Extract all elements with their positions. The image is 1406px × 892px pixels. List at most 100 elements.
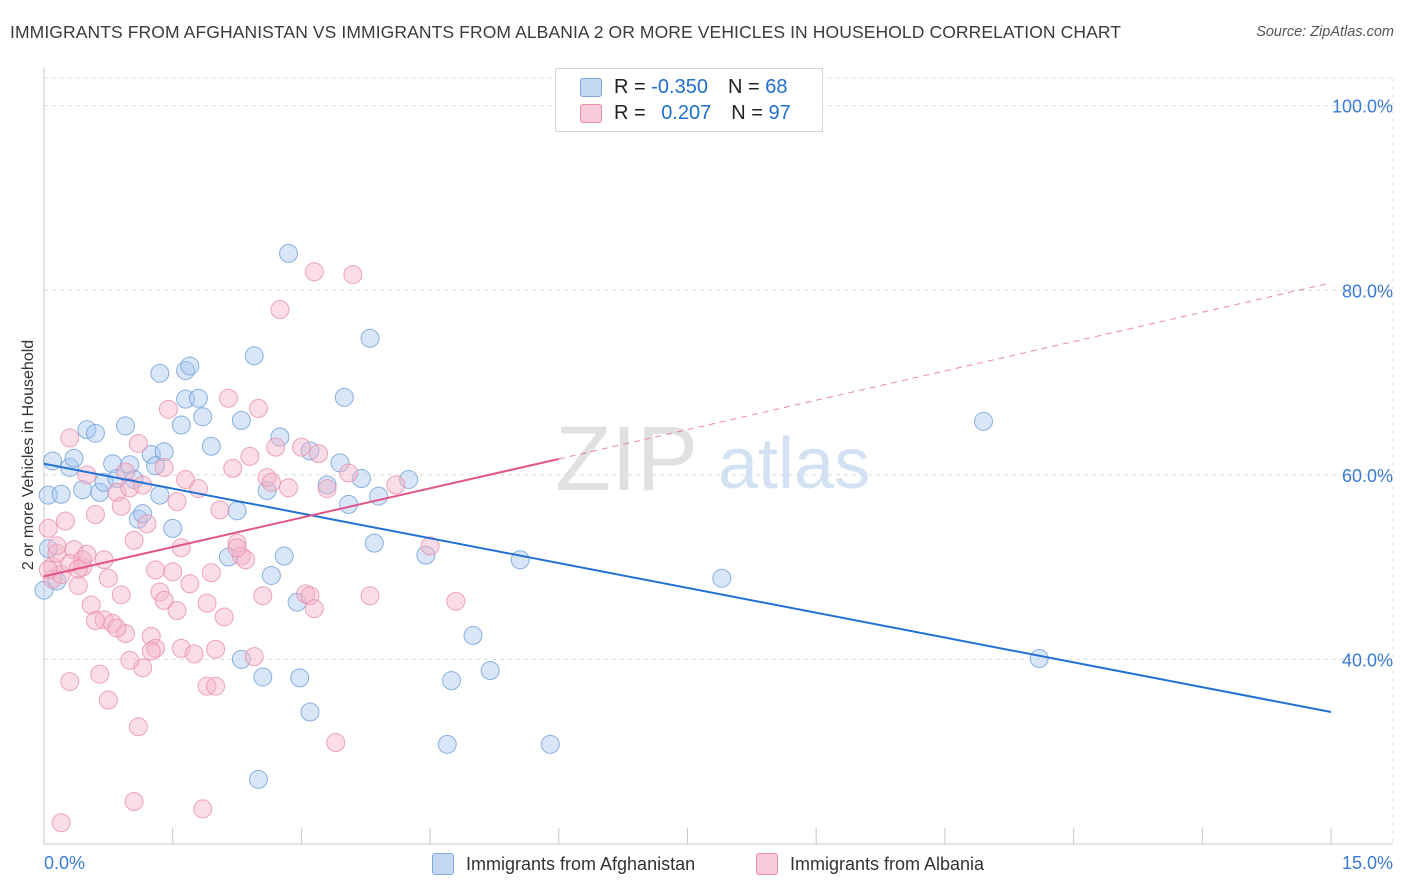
point-albania [386,475,406,495]
y-tick-label: 60.0% [1342,466,1393,486]
legend-swatch-afghanistan [580,77,602,97]
point-albania [176,469,196,489]
point-albania [47,536,67,556]
y-tick-label: 100.0% [1332,97,1393,117]
point-afghanistan [116,416,136,436]
point-albania [124,792,144,812]
y-tick-label: 40.0% [1342,650,1393,670]
series-swatch-albania [756,853,778,875]
point-albania [163,562,183,582]
series-swatch-afghanistan [432,853,454,875]
point-albania [128,717,148,737]
point-albania [171,638,191,658]
point-albania [201,563,221,583]
point-albania [300,586,320,606]
trend-line-afghanistan [43,462,1332,714]
point-albania [446,591,466,611]
point-afghanistan [270,427,290,447]
legend-row-albania: R = 0.207 N = 97 [580,100,791,126]
point-afghanistan [399,469,419,489]
x-tick-label: 15.0% [1342,853,1393,873]
point-afghanistan [274,546,294,566]
chart-title: IMMIGRANTS FROM AFGHANISTAN VS IMMIGRANT… [10,22,1122,42]
point-albania [154,590,174,610]
point-afghanistan [150,363,170,383]
point-albania [197,593,217,613]
point-afghanistan [974,411,994,431]
point-albania [77,465,97,485]
point-afghanistan [171,415,191,435]
point-afghanistan [339,494,359,514]
point-afghanistan [437,734,457,754]
point-afghanistan [227,501,247,521]
legend-r-label: R = [614,101,646,124]
legend-n-label: N = [731,101,763,124]
point-albania [111,585,131,605]
point-albania [141,641,161,661]
point-albania [326,732,346,752]
point-albania [339,463,359,483]
point-albania [81,595,101,615]
point-afghanistan [85,423,105,443]
point-albania [167,601,187,621]
point-albania [180,574,200,594]
point-albania [240,446,260,466]
point-albania [360,586,380,606]
point-albania [124,530,144,550]
point-afghanistan [51,484,71,504]
series-label-afghanistan: Immigrants from Afghanistan [466,853,696,874]
point-albania [128,433,148,453]
point-albania [214,607,234,627]
x-tick-label: 0.0% [44,853,85,873]
point-afghanistan [133,504,153,524]
point-albania [309,444,329,464]
series-legend-afghanistan: Immigrants from Afghanistan [432,851,695,877]
point-albania [244,647,264,667]
point-albania [111,496,131,516]
point-afghanistan [442,671,462,691]
point-afghanistan [201,436,221,456]
point-albania [266,437,286,457]
legend-n-label: N = [727,75,760,98]
trend-line-albania [43,457,560,578]
point-afghanistan [231,410,251,430]
point-albania [60,672,80,692]
point-afghanistan [244,346,264,366]
point-albania [206,676,226,696]
point-albania [120,650,140,670]
point-afghanistan [180,356,200,376]
point-albania [146,560,166,580]
point-albania [116,462,136,482]
point-afghanistan [300,702,320,722]
point-albania [223,458,243,478]
point-afghanistan [1029,648,1049,668]
point-afghanistan [90,482,110,502]
point-afghanistan [351,469,371,489]
point-afghanistan [64,448,84,468]
point-albania [51,813,71,833]
point-albania [77,544,97,564]
source-label: Source: ZipAtlas.com [1256,24,1394,40]
point-albania [193,799,213,819]
legend-n-value: 97 [768,101,791,124]
point-afghanistan [193,407,213,427]
point-albania [98,690,118,710]
point-albania [218,388,238,408]
point-albania [420,536,440,556]
point-albania [291,437,311,457]
legend-r-value: -0.350 [651,75,708,98]
point-albania [253,586,273,606]
legend-r-value: 0.207 [661,101,712,124]
point-afghanistan [150,485,170,505]
point-albania [141,626,161,646]
legend-row-afghanistan: R = -0.350 N = 68 [580,74,787,100]
point-albania [60,428,80,448]
point-albania [167,492,187,512]
point-albania [270,300,290,320]
point-albania [94,550,114,570]
point-albania [137,514,157,534]
point-albania [206,639,226,659]
y-tick-label: 80.0% [1342,281,1393,301]
watermark-atlas: atlas [718,424,870,504]
point-afghanistan [253,667,273,687]
